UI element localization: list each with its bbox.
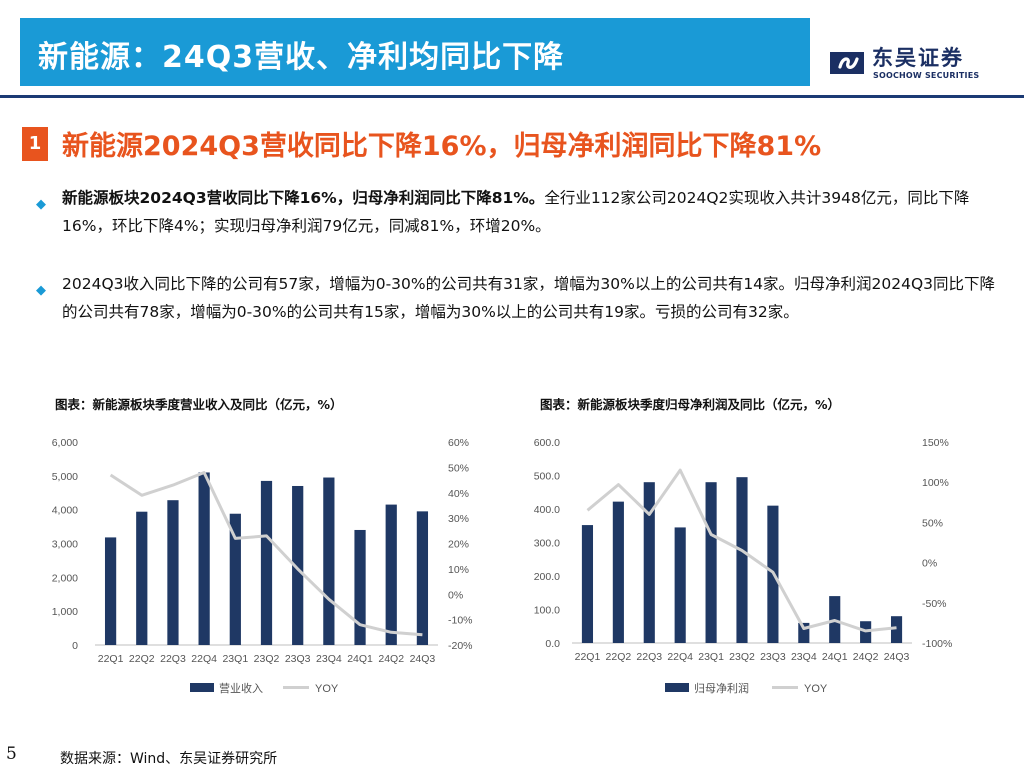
bar-23Q4	[323, 477, 335, 645]
bar-24Q2	[385, 504, 397, 645]
x-tick-label: 23Q1	[222, 653, 248, 665]
x-tick-label: 23Q4	[791, 651, 817, 663]
y-right-tick-label: 150%	[922, 437, 949, 449]
y-right-tick-label: -50%	[922, 598, 947, 610]
bullet-text-2: 2024Q3收入同比下降的公司有57家，增幅为0-30%的公司共有31家，增幅为…	[62, 275, 996, 321]
y-left-tick-label: 0	[72, 640, 78, 652]
y-left-tick-label: 600.0	[534, 437, 560, 449]
legend-swatch-bar	[190, 683, 214, 692]
profit-chart: 0.0 100.0 200.0 300.0 400.0 500.0 600.0 -100% -5…	[534, 437, 953, 695]
legend-label-line: YOY	[315, 683, 339, 695]
y-left-tick-label: 1,000	[52, 606, 78, 618]
y-left-tick-label: 0.0	[545, 638, 560, 650]
x-tick-label: 22Q1	[98, 653, 124, 665]
company-logo: 东吴证券 SOOCHOW SECURITIES	[826, 44, 986, 84]
bar-22Q1	[581, 525, 594, 643]
bar-22Q1	[104, 537, 117, 645]
page-number: 5	[6, 744, 17, 764]
y-left-tick-label: 4,000	[52, 505, 78, 517]
bar-24Q3	[890, 616, 903, 643]
bar-22Q3	[643, 482, 655, 643]
y-right-tick-label: 30%	[448, 513, 469, 525]
page-title: 新能源：24Q3营收、净利均同比下降	[38, 40, 565, 75]
y-right-tick-label: 50%	[922, 517, 943, 529]
x-tick-label: 23Q4	[316, 653, 342, 665]
y-right-tick-label: 50%	[448, 462, 469, 474]
x-tick-label: 22Q2	[129, 653, 155, 665]
bar-23Q2	[260, 480, 273, 645]
x-tick-label: 23Q1	[698, 651, 724, 663]
y-left-tick-label: 2,000	[52, 572, 78, 584]
x-tick-label: 22Q3	[160, 653, 186, 665]
bar-23Q2	[736, 477, 748, 643]
logo-name-en: SOOCHOW SECURITIES	[873, 71, 980, 80]
legend-label-bar: 营业收入	[219, 681, 263, 695]
bar-22Q3	[167, 500, 179, 645]
x-tick-label: 22Q1	[575, 651, 601, 663]
y-left-tick-label: 400.0	[534, 504, 560, 516]
y-right-tick-label: 10%	[448, 564, 469, 576]
y-right-tick-label: 0%	[922, 558, 937, 570]
x-tick-label: 23Q2	[254, 653, 280, 665]
x-tick-label: 22Q3	[636, 651, 662, 663]
x-tick-label: 22Q4	[191, 653, 217, 665]
x-tick-label: 23Q3	[285, 653, 311, 665]
header-divider	[0, 95, 1024, 98]
bar-23Q1	[705, 482, 717, 643]
y-left-tick-label: 200.0	[534, 571, 560, 583]
y-right-tick-label: -20%	[448, 640, 473, 652]
y-left-tick-label: 5,000	[52, 471, 78, 483]
bullet-body-1: 全行业112家公司2024Q2实现收入共计3948亿元，同比下降16%，环比下降…	[62, 189, 970, 235]
y-right-tick-label: 40%	[448, 488, 469, 500]
bullet-text-1: 新能源板块2024Q3营收同比下降16%，归母净利润同比下降81%。全行业112…	[36, 184, 1006, 240]
bullet-item-1: ◆ 新能源板块2024Q3营收同比下降16%，归母净利润同比下降81%。全行业1…	[36, 184, 1006, 240]
y-left-tick-label: 100.0	[534, 605, 560, 617]
x-tick-label: 23Q3	[760, 651, 786, 663]
bar-22Q4	[674, 527, 686, 643]
bar-24Q1	[354, 529, 366, 645]
x-tick-label: 24Q1	[347, 653, 373, 665]
x-tick-label: 24Q3	[410, 653, 436, 665]
bar-23Q1	[229, 513, 241, 645]
y-right-tick-label: 20%	[448, 539, 469, 551]
x-tick-label: 22Q4	[667, 651, 693, 663]
bullet-bold-1: 新能源板块2024Q3营收同比下降16%，归母净利润同比下降81%。	[62, 189, 545, 207]
chart-title-profit: 图表：新能源板块季度归母净利润及同比（亿元，%）	[540, 397, 841, 412]
x-tick-label: 24Q1	[822, 651, 848, 663]
bar-23Q4	[798, 622, 810, 643]
legend-label-bar: 归母净利润	[694, 681, 749, 695]
data-source: 数据来源：Wind、东吴证券研究所	[60, 751, 278, 767]
x-tick-label: 24Q3	[884, 651, 910, 663]
y-right-tick-label: 0%	[448, 589, 463, 601]
diamond-bullet-icon: ◆	[36, 197, 46, 212]
y-left-tick-label: 3,000	[52, 539, 78, 551]
y-right-tick-label: -10%	[448, 615, 473, 627]
x-tick-label: 23Q2	[729, 651, 755, 663]
chart-title-revenue: 图表：新能源板块季度营业收入及同比（亿元，%）	[55, 397, 343, 412]
legend-swatch-bar	[665, 683, 689, 692]
y-right-tick-label: 100%	[922, 477, 949, 489]
soochow-logo-icon	[830, 52, 864, 74]
section-title: 新能源2024Q3营收同比下降16%，归母净利润同比下降81%	[62, 131, 822, 162]
y-left-tick-label: 6,000	[52, 437, 78, 449]
bar-24Q3	[416, 511, 429, 645]
bullet-item-2: ◆ 2024Q3收入同比下降的公司有57家，增幅为0-30%的公司共有31家，增…	[36, 270, 1006, 326]
bar-22Q2	[136, 511, 148, 645]
legend-label-line: YOY	[804, 683, 828, 695]
revenue-chart: 0 1,000 2,000 3,000 4,000 5,000 6,000 -20% -10% 0…	[52, 437, 473, 695]
y-left-tick-label: 300.0	[534, 538, 560, 550]
x-tick-label: 22Q2	[606, 651, 632, 663]
bar-23Q3	[292, 485, 304, 645]
x-tick-label: 24Q2	[853, 651, 879, 663]
y-right-tick-label: 60%	[448, 437, 469, 449]
bar-22Q4	[198, 472, 210, 645]
y-left-tick-label: 500.0	[534, 471, 560, 483]
y-right-tick-label: -100%	[922, 638, 952, 650]
x-tick-label: 24Q2	[378, 653, 404, 665]
section-number-badge: 1	[22, 127, 48, 161]
logo-name-cn: 东吴证券	[872, 46, 964, 70]
diamond-bullet-icon: ◆	[36, 283, 46, 298]
title-bar: 新能源：24Q3营收、净利均同比下降	[20, 18, 810, 86]
bar-22Q2	[612, 501, 624, 643]
